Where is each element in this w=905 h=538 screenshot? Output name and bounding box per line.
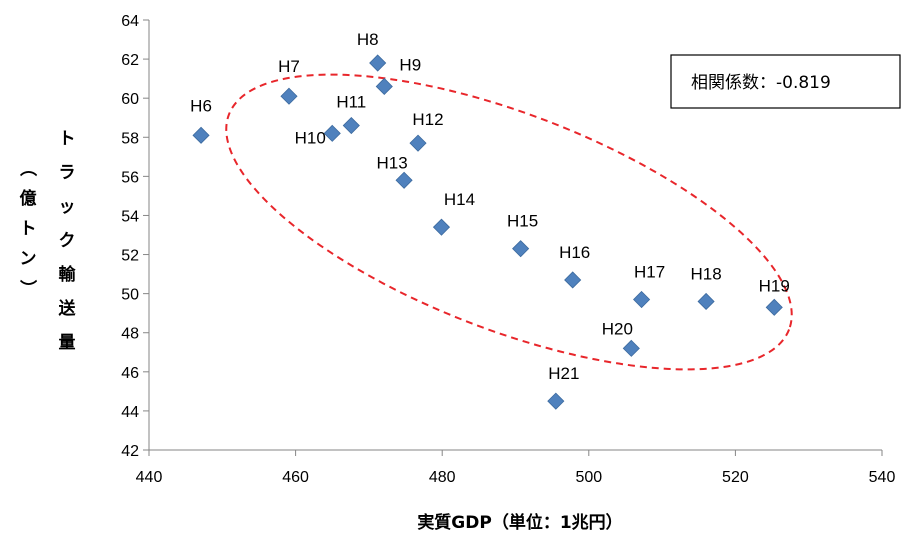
data-point-h14: [432, 218, 451, 236]
point-label-h6: H6: [190, 96, 212, 115]
data-point-h12: [409, 134, 427, 152]
correlation-box: [670, 54, 901, 109]
point-label-h17: H17: [634, 263, 665, 282]
y-axis-title-char: ラ: [59, 163, 76, 183]
y-axis-title-char: ト: [59, 129, 76, 149]
y-tick-label: 42: [121, 443, 139, 460]
x-tick-label: 480: [429, 469, 456, 486]
point-label-h11: H11: [336, 93, 366, 112]
correlation-label-text: 相関係数: [691, 73, 759, 93]
y-tick-label: 62: [121, 52, 139, 69]
y-axis-title-char: ク: [59, 231, 76, 251]
point-label-h9: H9: [399, 55, 421, 74]
point-label-h10: H10: [295, 128, 326, 147]
y-axis-unit-char: ）: [17, 280, 38, 297]
point-label-h18: H18: [690, 264, 721, 283]
data-point-h9: [375, 77, 393, 96]
point-label-h20: H20: [602, 319, 633, 338]
data-point-h6: [192, 126, 210, 144]
point-label-h13: H13: [376, 153, 407, 172]
y-tick-label: 48: [121, 326, 139, 343]
x-tick-label: 440: [136, 469, 163, 486]
data-point-h13: [395, 171, 413, 189]
point-label-h19: H19: [759, 276, 790, 295]
y-tick-label: 64: [121, 13, 139, 30]
y-axis-unit-char: ト: [20, 219, 37, 239]
x-tick-label: 500: [575, 469, 602, 486]
y-tick-label: 44: [121, 404, 139, 421]
data-point-h20: [622, 339, 640, 357]
point-label-h12: H12: [412, 110, 443, 129]
point-label-h16: H16: [559, 243, 590, 262]
point-label-h14: H14: [444, 190, 475, 209]
y-tick-label: 56: [121, 169, 139, 186]
data-point-h16: [564, 271, 582, 289]
y-axis-title-char: 送: [59, 298, 77, 319]
data-point-h8: [369, 54, 387, 72]
y-axis-title-char: ッ: [59, 197, 76, 217]
y-axis-unit-char: （: [17, 160, 38, 177]
data-point-h15: [512, 240, 530, 258]
y-tick-label: 52: [121, 248, 139, 265]
data-point-h19: [765, 298, 783, 316]
point-label-h15: H15: [507, 212, 538, 231]
correlation-value: -0.819: [776, 73, 831, 93]
y-tick-label: 46: [121, 365, 139, 382]
y-tick-label: 58: [121, 130, 139, 147]
data-point-h7: [280, 87, 298, 105]
y-axis-title-char: 輸: [59, 264, 77, 285]
y-tick-label: 60: [121, 91, 139, 108]
data-point-h10: [323, 124, 341, 142]
data-point-h17: [633, 290, 651, 309]
correlation-separator: ：: [759, 73, 776, 93]
x-tick-label: 520: [722, 469, 749, 486]
y-axis-unit-char: 億: [20, 188, 37, 209]
y-tick-label: 54: [121, 208, 139, 225]
x-tick-label: 540: [869, 469, 896, 486]
y-tick-label: 50: [121, 287, 139, 304]
y-axis-unit-char: ン: [20, 249, 37, 269]
x-axis-title: 実質GDP（単位：1兆円）: [417, 512, 622, 533]
correlation-label: 相関係数：-0.819: [691, 73, 831, 93]
point-label-h8: H8: [357, 30, 379, 49]
data-point-h21: [547, 392, 565, 410]
y-axis-unit: （ 億トン ）: [17, 160, 38, 297]
y-axis-title-char: 量: [59, 332, 76, 353]
x-tick-label: 460: [282, 469, 309, 486]
data-point-h18: [697, 292, 715, 311]
point-label-h21: H21: [548, 364, 579, 383]
point-label-h7: H7: [278, 57, 300, 76]
data-point-h11: [342, 116, 360, 135]
